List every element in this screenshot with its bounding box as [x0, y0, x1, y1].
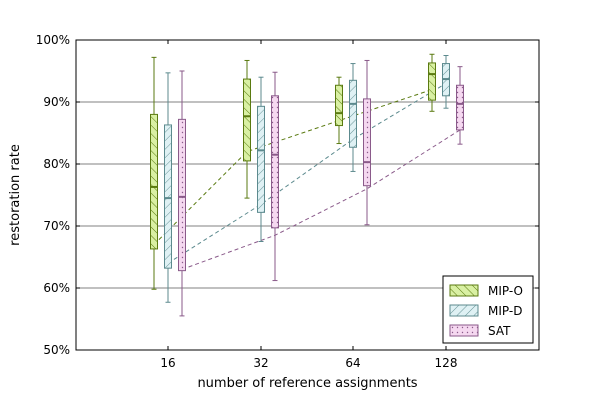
box-mip-d-128 — [442, 55, 450, 109]
box-sat-128 — [456, 66, 464, 145]
mean-line-mip-d — [167, 82, 447, 264]
box-mip-o-16 — [150, 56, 158, 290]
boxes-group — [150, 53, 464, 317]
box-body — [363, 98, 371, 187]
plot-frame — [75, 39, 540, 351]
y-tick-label: 70% — [43, 219, 70, 233]
box-mip-d-16 — [164, 72, 172, 303]
legend: MIP-O MIP-D SAT — [442, 275, 534, 344]
y-tick-label: 80% — [43, 157, 70, 171]
y-tick-label: 60% — [43, 281, 70, 295]
legend-label-mip-o: MIP-O — [488, 284, 523, 298]
box-body — [164, 124, 172, 269]
y-tick-label: 100% — [36, 33, 70, 47]
box-mip-d-64 — [349, 63, 357, 172]
y-axis-label: restoration rate — [8, 144, 23, 246]
box-mip-d-32 — [257, 76, 265, 242]
x-tick-label: 64 — [345, 356, 360, 370]
box-body — [456, 84, 464, 131]
x-axis-label: number of reference assignments — [197, 376, 417, 391]
box-body — [178, 118, 186, 272]
box-sat-64 — [363, 59, 371, 226]
grid-lines — [76, 101, 539, 289]
x-axis-ticks: 16 32 64 128 — [160, 40, 457, 370]
mean-lines — [153, 82, 461, 270]
box-body — [428, 62, 436, 101]
x-tick-label: 32 — [253, 356, 268, 370]
box-body — [335, 84, 343, 127]
x-tick-label: 128 — [435, 356, 458, 370]
box-mip-o-32 — [243, 59, 251, 199]
legend-swatch-mip-o — [449, 284, 479, 297]
legend-swatch-mip-d — [449, 304, 479, 317]
y-tick-label: 90% — [43, 95, 70, 109]
legend-swatch-sat — [449, 324, 479, 337]
y-axis-ticks: 50% 60% 70% 80% 90% 100% — [36, 33, 539, 357]
box-body — [349, 79, 357, 148]
mean-line-mip-o — [153, 89, 433, 245]
box-mip-o-64 — [335, 76, 343, 145]
legend-label-mip-d: MIP-D — [488, 304, 522, 318]
box-body — [150, 113, 158, 250]
mean-line-sat — [181, 129, 461, 270]
y-tick-label: 50% — [43, 343, 70, 357]
box-sat-16 — [178, 70, 186, 317]
box-body — [257, 105, 265, 213]
x-tick-label: 16 — [160, 356, 175, 370]
legend-label-sat: SAT — [488, 324, 511, 338]
box-sat-32 — [271, 71, 279, 282]
box-body — [243, 78, 251, 162]
box-body — [271, 95, 279, 229]
box-mip-o-128 — [428, 53, 436, 112]
